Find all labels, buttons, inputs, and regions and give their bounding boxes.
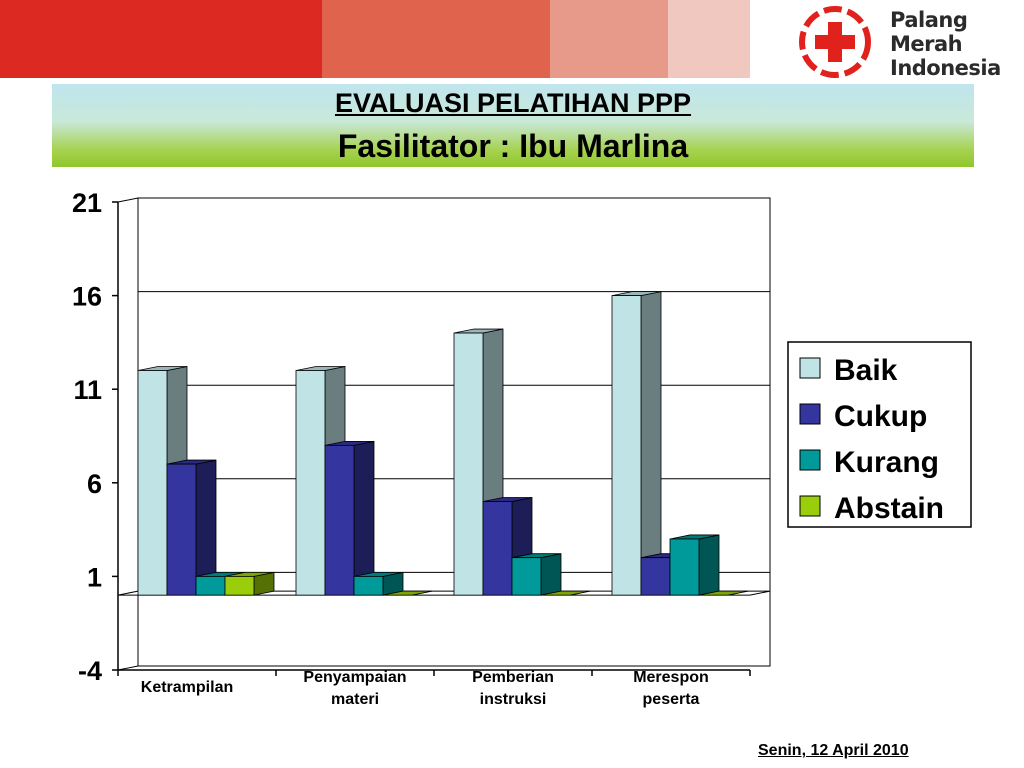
bar-chart: 21 16 11 6 1 -4 Ketrampilan Penyampaian materi Pe… [72,188,972,708]
legend-label: Abstain [834,492,944,525]
x-tick-label: peserta [643,691,700,708]
y-tick-label: 6 [87,469,102,499]
logo-text: Palang Merah Indonesia [890,8,1001,80]
footer-date: Senin, 12 April 2010 [758,742,909,759]
band-segment [668,0,750,78]
bar-baik [453,332,484,596]
bar-abstain [224,576,255,596]
legend-swatch [799,357,821,379]
logo-line: Palang [890,8,968,32]
bar-side [353,440,375,596]
band-segment [322,0,550,78]
header-color-band [0,0,750,78]
bar-baik [137,370,168,596]
bar-baik [611,295,642,596]
title-banner: EVALUASI PELATIHAN PPP Fasilitator : Ibu… [52,84,974,167]
bar-top [698,590,749,596]
y-tick-label: -4 [78,656,102,686]
legend-label: Kurang [834,446,939,479]
x-tick-label: Merespon [633,669,709,686]
bar-cukup [482,501,513,596]
x-tick-label: Ketrampilan [141,679,233,696]
red-cross-icon [799,6,871,78]
band-segment [550,0,668,78]
bar-baik [295,370,326,596]
bar-top [382,590,433,596]
x-tick-label: instruksi [480,691,547,708]
legend-swatch [799,495,821,517]
legend-label: Cukup [834,400,927,433]
bar-top [540,590,591,596]
bar-kurang [511,557,542,596]
y-axis-depth [117,197,139,203]
bar-cukup [324,444,355,596]
x-tick-label: Penyampaian [303,669,406,686]
bar-cukup [640,557,671,596]
legend-swatch [799,403,821,425]
logo-line: Indonesia [890,56,1001,80]
page-subtitle: Fasilitator : Ibu Marlina [337,128,689,164]
bar-kurang [353,576,384,596]
pmi-logo: Palang Merah Indonesia [794,4,1014,80]
bar-cukup [166,463,197,596]
bar-side [640,291,662,596]
x-tick-label: Pemberian [472,669,554,686]
band-segment [0,0,322,78]
bar-kurang [669,538,700,596]
x-tick-label: materi [331,691,379,708]
y-tick-label: 21 [72,188,102,218]
y-tick-label: 1 [87,562,102,592]
y-tick-label: 16 [72,282,102,312]
bar-side [540,553,562,596]
y-tick-label: 11 [73,375,102,405]
legend-label: Baik [834,354,898,387]
page-title: EVALUASI PELATIHAN PPP [334,88,692,118]
logo-line: Merah [890,32,963,56]
bar-kurang [195,576,226,596]
legend-swatch [799,449,821,471]
bar-side [698,534,720,596]
